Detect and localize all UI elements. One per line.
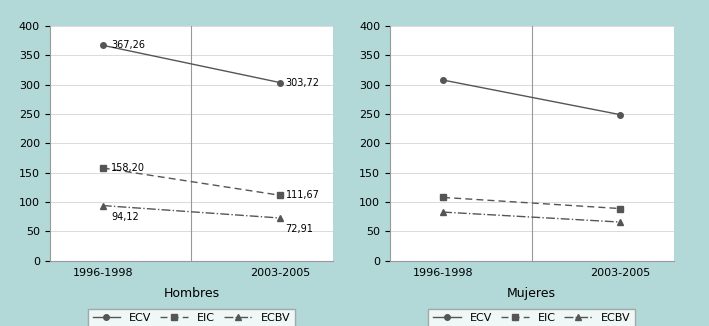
X-axis label: Mujeres: Mujeres (507, 287, 557, 300)
X-axis label: Hombres: Hombres (163, 287, 220, 300)
Text: 72,91: 72,91 (286, 224, 313, 234)
Text: 158,20: 158,20 (111, 163, 145, 173)
Text: 111,67: 111,67 (286, 190, 320, 200)
Text: 303,72: 303,72 (286, 78, 320, 88)
Text: 94,12: 94,12 (111, 212, 139, 222)
Legend: ECV, EIC, ECBV: ECV, EIC, ECBV (88, 309, 295, 326)
Text: 367,26: 367,26 (111, 40, 145, 50)
Legend: ECV, EIC, ECBV: ECV, EIC, ECBV (428, 309, 635, 326)
